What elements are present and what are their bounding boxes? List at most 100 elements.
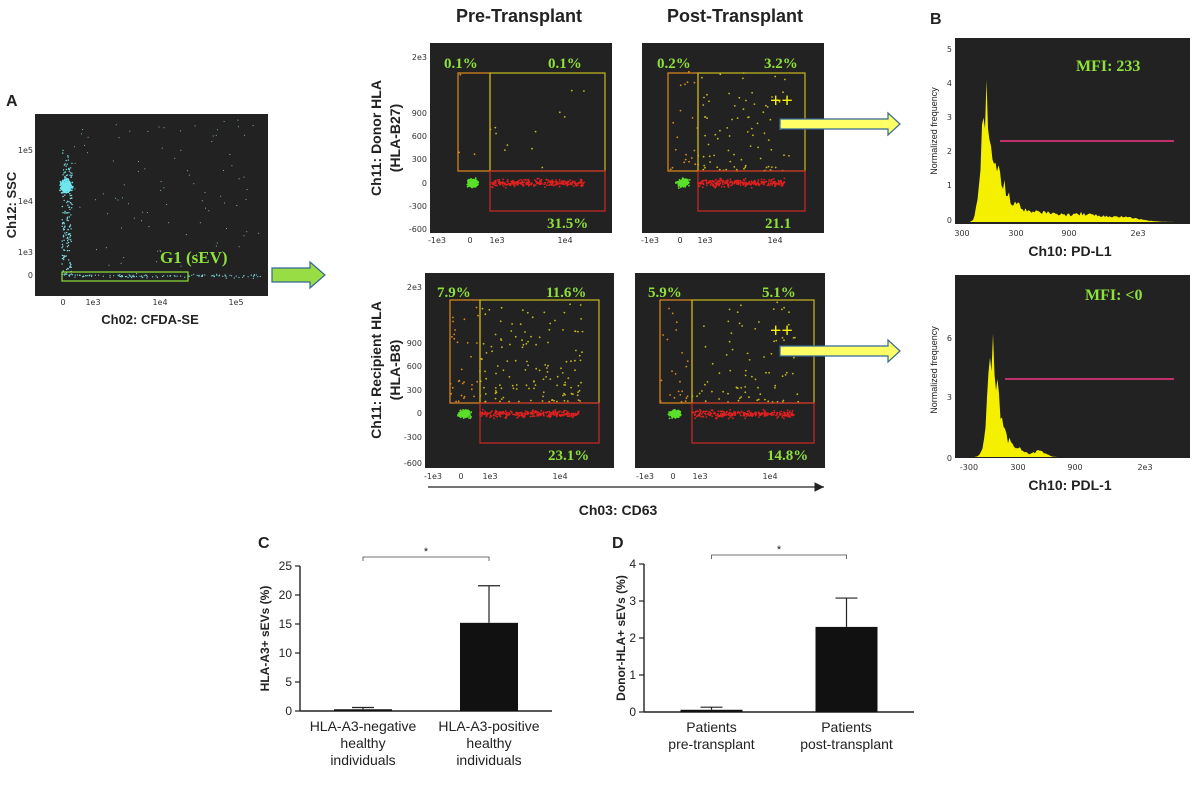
event-dot — [668, 417, 671, 420]
event-dot — [688, 70, 690, 73]
event-dot — [136, 273, 138, 275]
event-dot — [774, 384, 777, 387]
event-dot — [61, 181, 64, 184]
event-dot — [67, 156, 69, 158]
event-dot — [70, 189, 73, 192]
event-dot — [671, 166, 674, 169]
event-dot — [460, 368, 463, 371]
event-dot — [520, 181, 523, 184]
event-dot — [738, 96, 741, 99]
event-dot — [708, 155, 711, 158]
hist-xtick: -300 — [960, 463, 978, 472]
event-dot — [242, 276, 244, 278]
event-dot — [672, 415, 674, 417]
event-dot — [70, 175, 72, 177]
dot-plot-post-recipient: 5.9% 5.1% ++ 14.8% — [635, 273, 825, 468]
event-dot — [474, 177, 477, 180]
event-dot — [500, 387, 503, 390]
event-dot — [679, 109, 682, 112]
event-dot — [783, 177, 786, 180]
event-dot — [61, 263, 63, 265]
event-dot — [454, 329, 456, 331]
event-dot — [247, 276, 249, 278]
event-dot — [160, 251, 162, 252]
event-dot — [499, 182, 502, 185]
event-dot — [65, 234, 67, 236]
event-dot — [731, 348, 734, 351]
event-dot — [707, 412, 709, 415]
event-dot — [694, 163, 697, 166]
panel-a-xtick: 1e5 — [228, 298, 243, 307]
histogram-2: MFI: <0 6 3 0 -300 300 900 2e3 Ch10: PDL… — [929, 275, 1190, 493]
event-dot — [744, 391, 747, 394]
event-dot — [728, 92, 730, 95]
event-dot — [773, 411, 776, 414]
event-dot — [772, 181, 774, 183]
event-dot — [774, 185, 776, 188]
event-dot — [727, 149, 730, 152]
event-dot — [506, 178, 509, 181]
event-dot — [745, 415, 748, 417]
event-dot — [528, 183, 531, 186]
event-dot — [213, 275, 215, 278]
dot-xtick: 1e4 — [557, 236, 572, 245]
event-dot — [567, 415, 570, 417]
event-dot — [573, 182, 576, 185]
event-dot — [70, 197, 73, 199]
event-dot — [673, 396, 676, 399]
event-dot — [63, 221, 65, 224]
event-dot — [716, 137, 719, 140]
event-dot — [768, 180, 770, 182]
event-dot — [224, 202, 226, 204]
event-dot — [64, 171, 67, 173]
gate-tr-value: 5.1% — [762, 285, 796, 301]
event-dot — [155, 275, 157, 277]
event-dot — [489, 411, 492, 414]
event-dot — [125, 275, 128, 277]
category-label: individuals — [330, 752, 395, 768]
arrow-to-histogram-1 — [779, 111, 901, 137]
event-dot — [67, 168, 70, 170]
panel-a-ytick: 1e5 — [18, 146, 33, 155]
event-dot — [458, 411, 461, 414]
event-dot — [496, 179, 499, 182]
event-dot — [460, 394, 463, 397]
event-dot — [771, 166, 773, 169]
event-dot — [793, 356, 795, 359]
event-dot — [667, 413, 670, 416]
event-dot — [711, 409, 714, 412]
event-dot — [481, 358, 483, 361]
event-dot — [715, 178, 717, 181]
event-dot — [529, 415, 532, 418]
event-dot — [716, 183, 718, 186]
event-dot — [516, 412, 519, 414]
event-dot — [796, 393, 799, 396]
event-dot — [728, 340, 731, 343]
event-dot — [527, 364, 529, 367]
event-dot — [779, 412, 781, 414]
y-axis-label: Donor-HLA+ sEVs (%) — [614, 575, 628, 701]
event-dot — [68, 212, 70, 214]
event-dot — [457, 400, 460, 403]
event-dot — [62, 245, 64, 247]
event-dot — [115, 124, 117, 126]
event-dot — [753, 179, 756, 182]
event-dot — [238, 246, 240, 248]
gate-tl-value: 0.1% — [444, 56, 478, 72]
event-dot — [678, 181, 681, 184]
significance-star: * — [424, 546, 429, 558]
event-dot — [146, 212, 148, 214]
event-dot — [709, 184, 712, 186]
event-dot — [66, 242, 68, 244]
event-dot — [713, 180, 716, 183]
event-dot — [558, 179, 561, 181]
event-dot — [680, 185, 683, 188]
event-dot — [471, 384, 473, 386]
event-dot — [524, 331, 526, 333]
event-dot — [748, 409, 750, 412]
event-dot — [545, 178, 548, 181]
event-dot — [569, 414, 572, 417]
event-dot — [473, 395, 475, 398]
event-dot — [725, 168, 728, 171]
event-dot — [724, 413, 727, 416]
